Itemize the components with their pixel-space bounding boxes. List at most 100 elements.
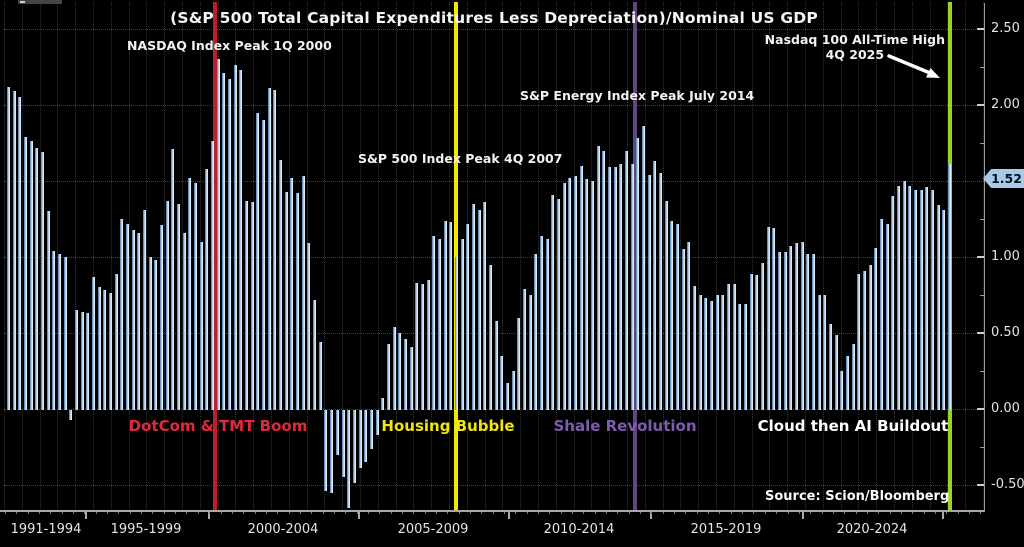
v-gridline	[555, 2, 557, 511]
capex-bar	[681, 249, 685, 410]
v-gridline	[840, 2, 842, 511]
capex-bar	[874, 247, 878, 410]
x-axis-minor-tick	[787, 511, 789, 514]
capex-bar	[477, 209, 481, 410]
y-axis-tick	[977, 256, 984, 258]
y-axis-label: 0.00	[991, 401, 1020, 416]
capex-bar	[233, 65, 237, 410]
capex-bar	[817, 295, 821, 410]
x-axis-minor-tick	[572, 511, 573, 514]
capex-bar	[800, 241, 804, 410]
capex-bar	[109, 293, 112, 410]
x-axis-minor-tick	[39, 511, 40, 514]
capex-bar	[216, 59, 220, 410]
capex-bar	[630, 164, 634, 410]
capex-bar	[579, 165, 583, 410]
energy-peak-2014-label: S&P Energy Index Peak July 2014	[520, 88, 755, 103]
capex-bar	[914, 190, 917, 410]
x-axis-minor-tick	[16, 511, 18, 514]
y-axis-label: 0.50	[991, 325, 1020, 340]
capex-bar	[335, 410, 339, 455]
v-gridline	[395, 2, 397, 511]
x-axis-minor-tick	[730, 511, 732, 514]
capex-bar	[443, 220, 447, 410]
h-gridline	[4, 333, 984, 334]
sp500-peak-2007-label: S&P 500 Index Peak 4Q 2007	[358, 151, 563, 166]
capex-bar	[352, 410, 356, 484]
x-axis-minor-tick	[696, 511, 698, 514]
capex-bar	[369, 410, 373, 449]
y-axis-tick	[977, 332, 984, 334]
x-axis-minor-tick	[413, 511, 415, 514]
capex-bar	[381, 398, 385, 410]
v-gridline	[733, 2, 735, 511]
x-axis-minor-tick	[968, 511, 970, 514]
capex-bar	[806, 253, 810, 410]
x-axis-minor-tick	[776, 511, 778, 514]
capex-bar	[471, 203, 475, 410]
x-axis-minor-tick	[163, 511, 165, 514]
capex-bar	[262, 120, 266, 410]
x-axis-minor-tick	[640, 511, 641, 514]
era-ai: Cloud then AI Buildout	[757, 417, 949, 435]
x-axis-minor-tick	[243, 511, 245, 514]
x-axis-minor-tick	[61, 511, 63, 514]
y-axis-label: 2.50	[991, 21, 1020, 36]
capex-bar	[364, 410, 368, 463]
h-gridline	[4, 485, 984, 486]
capex-bar	[829, 323, 832, 410]
capex-bar	[670, 220, 674, 410]
capex-bar	[562, 182, 566, 410]
capex-bar	[290, 177, 294, 410]
v-gridline	[965, 2, 967, 511]
capex-bar	[687, 241, 691, 410]
x-axis-label: 2005-2009	[397, 522, 469, 537]
x-axis-minor-tick	[957, 511, 959, 514]
capex-bar	[789, 246, 793, 410]
capex-bar	[398, 333, 402, 410]
x-axis-minor-tick	[311, 511, 313, 514]
x-axis-minor-tick	[50, 511, 52, 514]
v-gridline	[271, 2, 272, 511]
x-axis-minor-tick	[606, 511, 607, 514]
capex-bar	[103, 290, 107, 410]
y-axis-minor-tick	[980, 447, 984, 448]
y-axis-label: 1.00	[991, 249, 1020, 264]
x-axis-minor-tick	[719, 511, 721, 514]
x-axis-label: 1995-1999	[110, 522, 182, 537]
capex-bar	[279, 159, 283, 410]
x-axis-line	[0, 510, 985, 512]
x-axis-minor-tick	[946, 511, 948, 514]
v-gridline	[805, 2, 806, 511]
v-gridline	[413, 2, 415, 511]
capex-bar	[409, 346, 413, 410]
x-axis-minor-tick	[832, 511, 834, 514]
capex-bar	[307, 243, 311, 410]
x-axis-minor-tick	[277, 511, 279, 514]
capex-bar	[511, 371, 515, 410]
x-axis-minor-tick	[764, 511, 766, 514]
v-gridline	[4, 2, 5, 511]
capex-bar	[284, 191, 288, 410]
capex-bar	[392, 326, 396, 410]
x-axis-label: 2020-2024	[836, 522, 908, 537]
capex-bar	[301, 176, 305, 410]
x-axis-minor-tick	[628, 511, 630, 514]
capex-bar	[437, 238, 441, 410]
capex-bar	[466, 223, 470, 410]
x-axis-minor-tick	[27, 511, 29, 514]
capex-bar	[522, 288, 526, 410]
x-axis-minor-tick	[95, 511, 97, 514]
energy-peak-2014-line	[633, 2, 637, 511]
capex-bar	[358, 410, 362, 469]
x-axis-tick	[85, 511, 87, 519]
capex-bar	[783, 252, 787, 410]
x-axis-minor-tick	[118, 511, 120, 514]
capex-bar	[585, 179, 589, 410]
capex-bar	[165, 200, 169, 410]
x-axis-label: 2010-2014	[543, 522, 615, 537]
capex-bar	[46, 211, 50, 410]
x-axis-minor-tick	[526, 511, 528, 514]
nasdaq-peak-2000-line	[213, 2, 217, 511]
capex-bar	[834, 334, 838, 410]
